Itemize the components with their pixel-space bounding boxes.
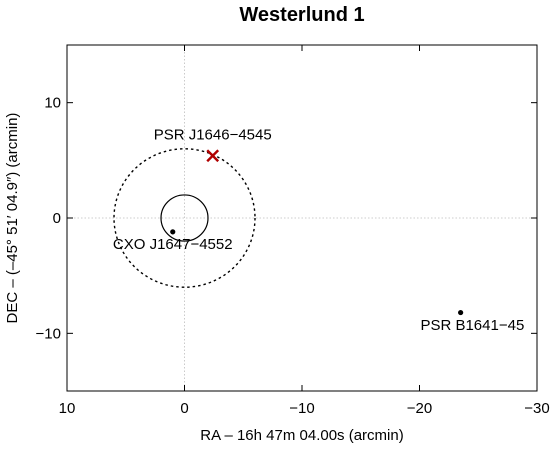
dotted-circle: [113, 148, 256, 288]
x-tick-label: −10: [289, 400, 314, 417]
solid-circle: [160, 194, 209, 242]
x-tick-label: −30: [524, 400, 549, 417]
point-label: PSR J1646−4545: [154, 127, 272, 144]
y-axis-label: DEC – (–45° 51′ 04.9″) (arcmin): [4, 113, 21, 324]
point-label: PSR B1641−45: [420, 317, 524, 334]
y-tick-label: 10: [44, 95, 61, 112]
x-tick-label: −20: [407, 400, 432, 417]
y-tick-label: −10: [36, 325, 61, 342]
x-tick-label: 0: [180, 400, 188, 417]
point-marker: [170, 229, 176, 235]
point-marker: [458, 309, 464, 316]
point-label: CXO J1647−4552: [113, 236, 233, 253]
cross-marker-stroke: [206, 149, 220, 163]
x-axis-label: RA – 16h 47m 04.00s (arcmin): [200, 427, 403, 444]
cross-marker: [206, 149, 220, 163]
y-tick-label: 0: [53, 210, 61, 227]
chart-title: Westerlund 1: [239, 4, 364, 26]
x-tick-label: 10: [59, 400, 76, 417]
